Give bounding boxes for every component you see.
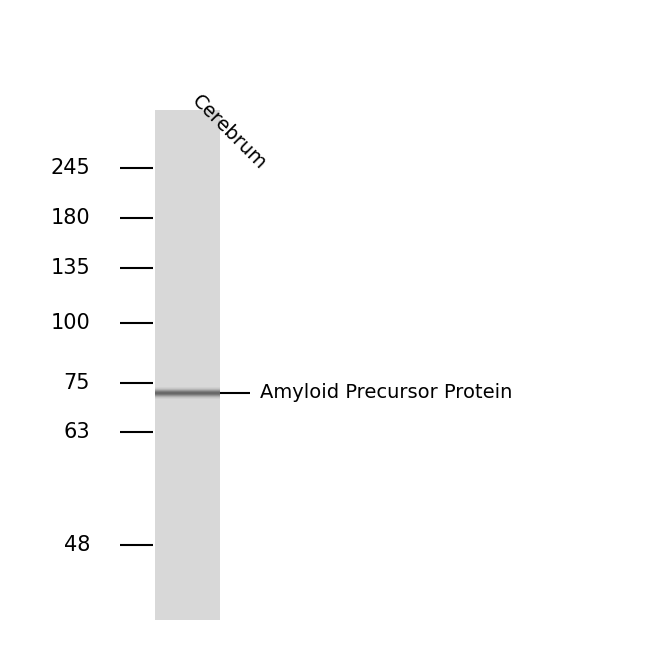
Text: 75: 75	[64, 373, 90, 393]
Text: 135: 135	[50, 258, 90, 278]
Text: 245: 245	[50, 158, 90, 178]
Text: Cerebrum: Cerebrum	[188, 92, 270, 173]
Text: 100: 100	[50, 313, 90, 333]
Text: 180: 180	[51, 208, 90, 228]
Bar	[155, 110, 220, 620]
Text: 48: 48	[64, 535, 90, 555]
Text: 63: 63	[64, 422, 90, 442]
Text: Amyloid Precursor Protein: Amyloid Precursor Protein	[260, 383, 512, 402]
